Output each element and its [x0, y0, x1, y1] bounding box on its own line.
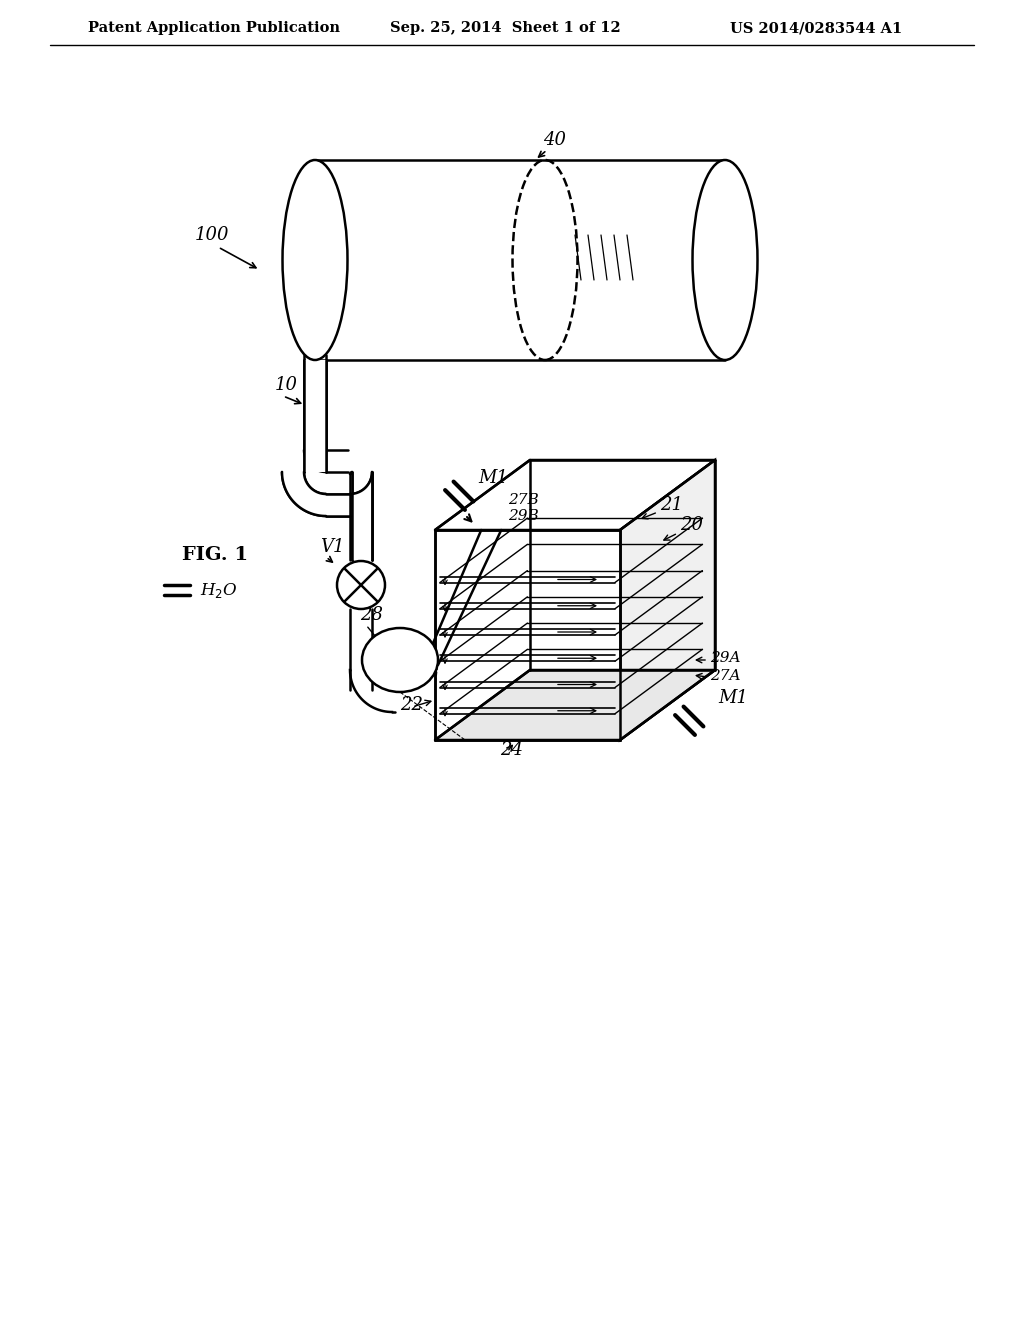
Text: 100: 100	[195, 226, 229, 244]
Text: FIG. 1: FIG. 1	[182, 546, 248, 564]
Ellipse shape	[362, 628, 438, 692]
Ellipse shape	[283, 160, 347, 360]
Text: 29B: 29B	[508, 510, 539, 523]
Ellipse shape	[692, 160, 758, 360]
Text: 27B: 27B	[508, 492, 539, 507]
Text: H$_2$O: H$_2$O	[200, 581, 238, 599]
Text: 22: 22	[400, 696, 423, 714]
Polygon shape	[435, 671, 715, 741]
Text: M1: M1	[718, 689, 748, 708]
Text: 29A: 29A	[710, 651, 740, 665]
Text: 26: 26	[380, 656, 403, 675]
Polygon shape	[620, 459, 715, 741]
Text: 40: 40	[543, 131, 566, 149]
Circle shape	[337, 561, 385, 609]
Text: 21: 21	[660, 496, 683, 513]
Text: Sep. 25, 2014  Sheet 1 of 12: Sep. 25, 2014 Sheet 1 of 12	[390, 21, 621, 36]
Text: 28: 28	[360, 606, 383, 624]
Text: 24: 24	[500, 741, 523, 759]
Polygon shape	[435, 459, 715, 531]
Text: US 2014/0283544 A1: US 2014/0283544 A1	[730, 21, 902, 36]
Text: Patent Application Publication: Patent Application Publication	[88, 21, 340, 36]
Polygon shape	[435, 531, 620, 741]
Text: V1: V1	[319, 539, 344, 556]
Polygon shape	[282, 360, 372, 560]
Text: M1: M1	[478, 469, 508, 487]
Text: 27A: 27A	[710, 669, 740, 682]
Text: 20: 20	[680, 516, 703, 535]
Text: 10: 10	[275, 376, 298, 393]
